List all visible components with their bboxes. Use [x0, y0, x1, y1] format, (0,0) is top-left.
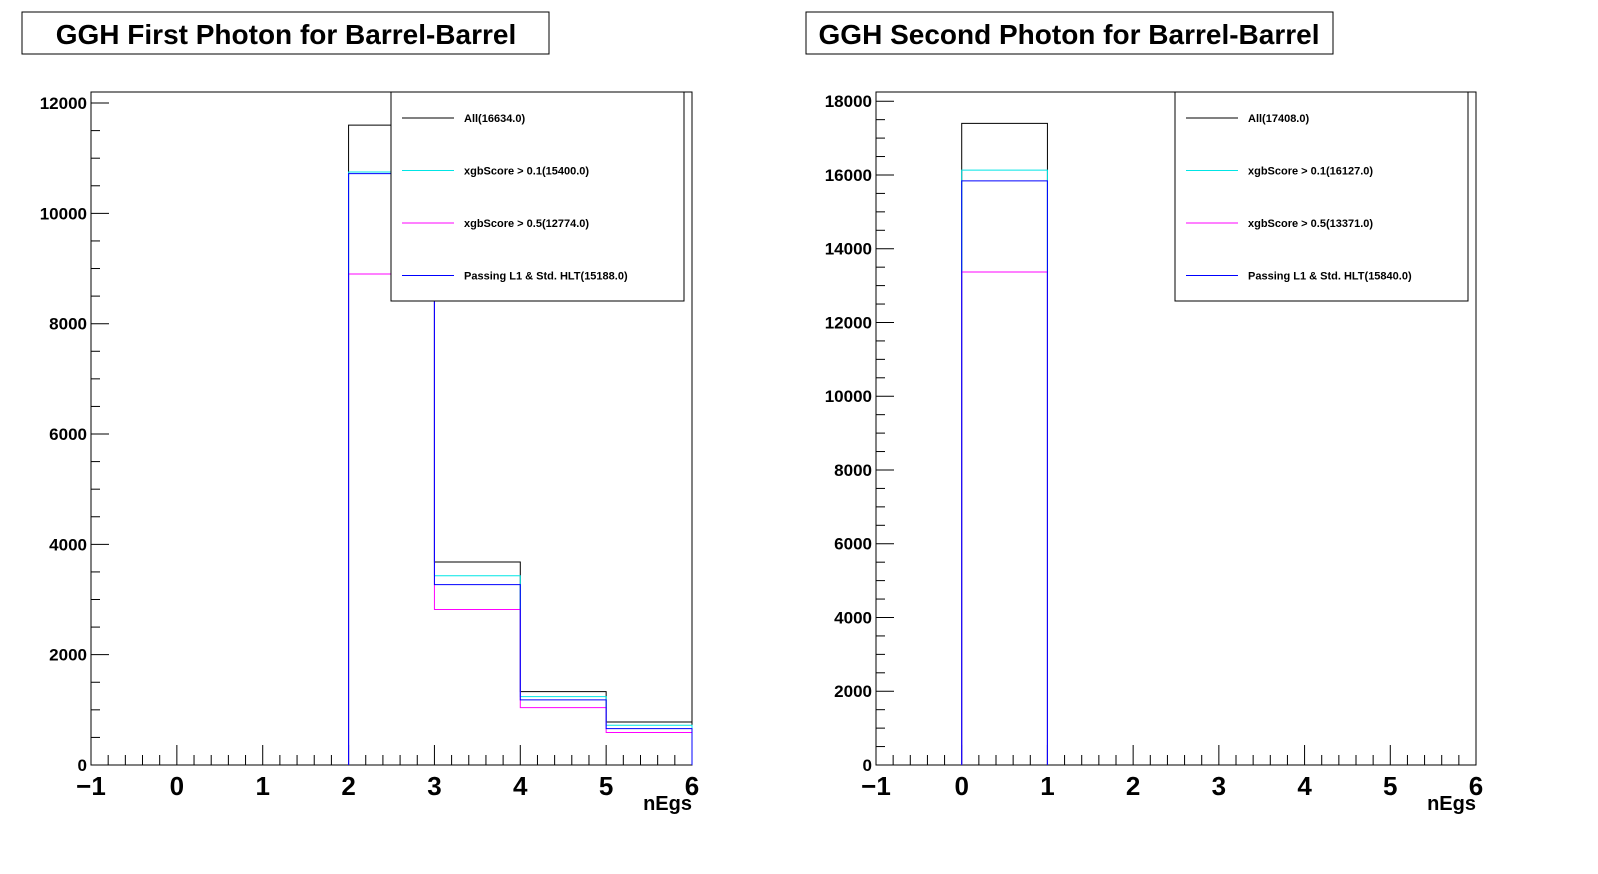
x-tick-label: 1 — [255, 771, 269, 801]
legend-entry: All(17408.0) — [1248, 113, 1309, 125]
title-box — [805, 11, 1334, 55]
chart-title: GGH Second Photon for Barrel-Barrel — [819, 19, 1320, 50]
y-tick-label: 4000 — [834, 608, 872, 627]
chart-title: GGH First Photon for Barrel-Barrel — [56, 19, 517, 50]
y-tick-label: 2000 — [49, 646, 87, 665]
y-tick-label: 12000 — [40, 94, 87, 113]
y-tick-label: 18000 — [825, 92, 872, 111]
y-tick-label: 10000 — [825, 387, 872, 406]
chart-panel-2: 0 2000 4000 6000 8000 10000 12000 14000 16000 180… — [805, 11, 1483, 815]
x-tick-label: 3 — [427, 771, 441, 801]
y-tick-label: 8000 — [49, 315, 87, 334]
y-tick-label: 0 — [78, 756, 87, 775]
legend-entry: xgbScore > 0.5(12774.0) — [464, 218, 589, 230]
y-tick-label: 6000 — [834, 535, 872, 554]
x-tick-label: −1 — [76, 771, 106, 801]
x-tick-label: 2 — [341, 771, 355, 801]
y-tick-label: 4000 — [49, 535, 87, 554]
x-tick-label: 5 — [599, 771, 613, 801]
legend-box — [1174, 91, 1469, 302]
x-tick-label: 6 — [1469, 771, 1483, 801]
x-tick-label: 5 — [1383, 771, 1397, 801]
legend-entry: xgbScore > 0.1(16127.0) — [1248, 166, 1373, 178]
histogram-series-1 — [961, 122, 1048, 765]
histogram-series-3 — [961, 271, 1048, 765]
y-tick-label: 0 — [863, 756, 872, 775]
title-box — [21, 11, 550, 55]
x-tick-label: −1 — [861, 771, 891, 801]
histogram-series-4 — [961, 180, 1048, 765]
legend-entry: xgbScore > 0.1(15400.0) — [464, 166, 589, 178]
legend-entry: xgbScore > 0.5(13371.0) — [1248, 218, 1373, 230]
x-tick-label: 4 — [513, 771, 528, 801]
x-tick-label: 0 — [954, 771, 968, 801]
y-tick-label: 16000 — [825, 166, 872, 185]
x-axis-label: nEgs — [1427, 793, 1476, 815]
y-tick-label: 10000 — [40, 204, 87, 223]
y-tick-label: 2000 — [834, 682, 872, 701]
legend-entry: Passing L1 & Std. HLT(15840.0) — [1248, 271, 1412, 283]
y-tick-label: 6000 — [49, 425, 87, 444]
histogram-series-2 — [961, 169, 1048, 765]
x-tick-label: 6 — [685, 771, 699, 801]
legend-box — [390, 91, 685, 302]
legend-entry: Passing L1 & Std. HLT(15188.0) — [464, 271, 628, 283]
x-tick-label: 3 — [1212, 771, 1226, 801]
y-tick-label: 14000 — [825, 240, 872, 259]
x-axis-label: nEgs — [643, 793, 692, 815]
y-tick-label: 12000 — [825, 313, 872, 332]
x-tick-label: 2 — [1126, 771, 1140, 801]
x-tick-label: 4 — [1297, 771, 1312, 801]
legend-entry: All(16634.0) — [464, 113, 525, 125]
x-tick-label: 1 — [1040, 771, 1054, 801]
y-tick-label: 8000 — [834, 461, 872, 480]
legend: All(17408.0) xgbScore > 0.1(16127.0) xgbSc… — [1174, 91, 1469, 302]
legend: All(16634.0) xgbScore > 0.1(15400.0) xgbSc… — [390, 91, 685, 302]
x-tick-label: 0 — [170, 771, 184, 801]
